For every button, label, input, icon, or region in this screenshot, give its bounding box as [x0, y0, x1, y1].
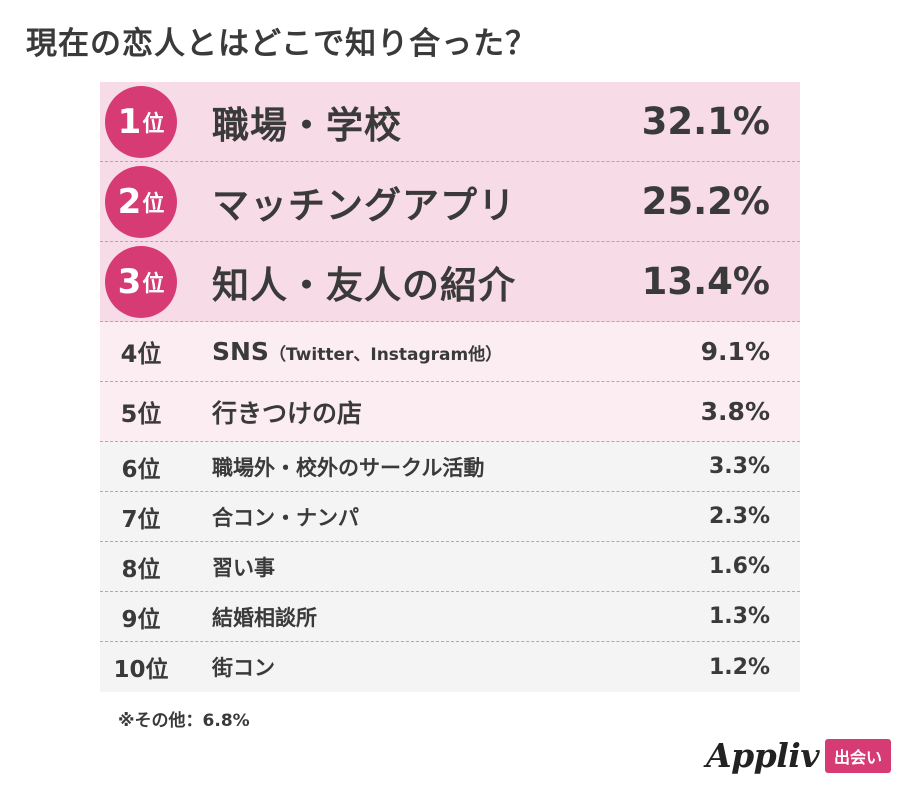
category-label: SNS（Twitter、Instagram他） [212, 337, 701, 366]
rank-label: 9位 [121, 600, 160, 634]
category-name: 街コン [212, 656, 275, 680]
rank-cell: 5位 [100, 394, 212, 429]
rank-number: 4 [120, 340, 138, 368]
ranking-row: 5位 行きつけの店 3.8% [100, 382, 800, 442]
rank-number: 6 [121, 456, 138, 483]
category-name: 結婚相談所 [212, 605, 317, 630]
rank-unit: 位 [137, 400, 162, 428]
percentage-value: 3.8% [700, 397, 770, 426]
rank-label: 5位 [121, 394, 162, 429]
ranking-row: 1 位職場・学校 32.1% [100, 82, 800, 162]
rank-number: 8 [121, 556, 138, 583]
rank-unit: 位 [145, 657, 169, 683]
category-label: マッチングアプリ [212, 175, 642, 229]
brand: Appliv 出会い [706, 736, 892, 775]
category-name: 知人・友人の紹介 [212, 263, 516, 307]
rank-unit: 位 [142, 191, 165, 217]
category-label: 職場外・校外のサークル活動 [212, 452, 709, 482]
percentage-value: 3.3% [708, 454, 770, 479]
rank-unit: 位 [137, 506, 161, 533]
category-name: 職場・学校 [212, 103, 402, 147]
percentage-value: 1.2% [708, 654, 770, 680]
ranking-row: 4位 SNS（Twitter、Instagram他） 9.1% [100, 322, 800, 382]
rank-unit: 位 [137, 340, 162, 368]
rank-number: 9 [121, 606, 138, 633]
percentage-value: 25.2% [641, 180, 770, 223]
ranking-row: 7位 合コン・ナンパ 2.3% [100, 492, 800, 542]
category-label: 職場・学校 [212, 95, 642, 149]
chart-title: 現在の恋人とはどこで知り合った？ [26, 26, 538, 62]
ranking-table: 1 位職場・学校 32.1% 2 位マッチングアプリ 25.2% 3 位知人・友人の紹介 13.… [100, 82, 800, 692]
percentage-value: 2.3% [708, 504, 770, 529]
category-name: マッチングアプリ [212, 183, 516, 227]
category-label: 街コン [212, 652, 709, 682]
category-label: 知人・友人の紹介 [212, 255, 642, 309]
rank-label: 4位 [121, 334, 162, 369]
rank-number: 1 [117, 101, 142, 142]
brand-category-tag: 出会い [825, 738, 892, 773]
category-name: 職場外・校外のサークル活動 [212, 455, 485, 480]
rank-cell: 7位 [100, 500, 212, 534]
rank-label: 8位 [121, 550, 160, 584]
rank-number: 10 [113, 657, 146, 683]
ranking-row: 2 位マッチングアプリ 25.2% [100, 162, 800, 242]
category-name: 合コン・ナンパ [212, 505, 359, 530]
rank-unit: 位 [137, 456, 161, 483]
category-name: 行きつけの店 [212, 398, 363, 428]
percentage-value: 32.1% [641, 100, 770, 143]
rank-unit: 位 [137, 556, 161, 583]
ranking-row: 6位 職場外・校外のサークル活動 3.3% [100, 442, 800, 492]
percentage-value: 1.3% [708, 604, 770, 629]
rank-unit: 位 [142, 111, 165, 137]
ranking-row: 9位 結婚相談所 1.3% [100, 592, 800, 642]
rank-number: 5 [120, 400, 138, 428]
rank-number: 7 [121, 506, 138, 533]
rank-cell: 6位 [100, 450, 212, 484]
ranking-row: 10位 街コン 1.2% [100, 642, 800, 692]
rank-cell: 10位 [100, 650, 212, 684]
rank-cell: 4位 [100, 334, 212, 369]
rank-label: 7位 [121, 500, 160, 534]
ranking-row: 3 位知人・友人の紹介 13.4% [100, 242, 800, 322]
rank-number: 3 [117, 261, 142, 302]
ranking-row: 8位 習い事 1.6% [100, 542, 800, 592]
category-label: 行きつけの店 [212, 394, 701, 430]
category-label: 習い事 [212, 552, 709, 582]
rank-unit: 位 [142, 271, 165, 297]
rank-cell: 8位 [100, 550, 212, 584]
footnote-other: ※その他：6.8% [118, 711, 250, 731]
rank-number: 2 [117, 181, 142, 222]
percentage-value: 9.1% [700, 337, 770, 366]
category-name: SNS [212, 337, 269, 366]
category-label: 結婚相談所 [212, 602, 709, 632]
rank-cell: 9位 [100, 600, 212, 634]
category-name: 習い事 [212, 555, 275, 580]
category-subnote: （Twitter、Instagram他） [268, 345, 503, 365]
rank-unit: 位 [137, 606, 161, 633]
percentage-value: 1.6% [708, 554, 770, 579]
rank-label: 6位 [121, 450, 160, 484]
category-label: 合コン・ナンパ [212, 502, 709, 532]
rank-label: 10位 [113, 650, 168, 684]
appliv-logo: Appliv [706, 736, 820, 775]
percentage-value: 13.4% [641, 260, 770, 303]
